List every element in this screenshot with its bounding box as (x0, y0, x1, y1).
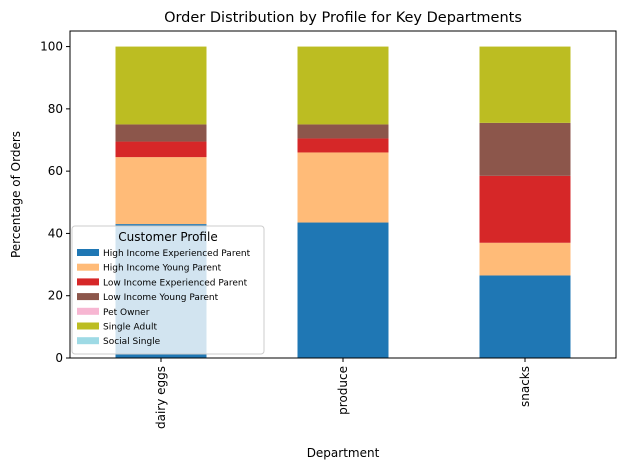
chart-title: Order Distribution by Profile for Key De… (164, 10, 522, 26)
bars-layer (115, 46, 571, 358)
bar-segment (479, 122, 571, 176)
x-axis-label: Department (307, 446, 380, 460)
bar-segment (479, 175, 571, 243)
bar-segment (297, 124, 389, 139)
x-axis: dairy eggs produce snacks (154, 358, 532, 429)
legend-title: Customer Profile (118, 230, 217, 244)
x-tick-label: dairy eggs (154, 366, 168, 429)
bar-segment (115, 46, 207, 125)
y-tick-label: 20 (48, 289, 63, 303)
x-tick-label: produce (336, 366, 350, 415)
y-axis-label: Percentage of Orders (9, 131, 23, 258)
legend-box (71, 225, 265, 355)
legend-entry: Social Single (103, 337, 161, 347)
legend-entry: Single Adult (103, 323, 157, 333)
legend-entry: Low Income Young Parent (103, 293, 219, 303)
y-tick-label: 0 (55, 351, 63, 365)
y-tick-label: 100 (40, 40, 63, 54)
bar-segment (297, 152, 389, 223)
bar-segment (479, 275, 571, 358)
bar-segment (115, 124, 207, 142)
bar-segment (297, 138, 389, 153)
legend-swatch (77, 307, 99, 315)
legend-swatch (77, 293, 99, 301)
legend-entry: High Income Experienced Parent (103, 249, 251, 259)
y-axis: 0 20 40 60 80 100 (40, 40, 70, 365)
bar-segment (297, 222, 389, 358)
legend: Customer Profile High Income Experienced … (71, 225, 265, 355)
x-tick-label: snacks (518, 366, 532, 407)
legend-swatch (77, 278, 99, 286)
bar-segment (479, 242, 571, 276)
legend-entry: Low Income Experienced Parent (103, 278, 248, 288)
bar-segment (115, 141, 207, 158)
y-tick-label: 40 (48, 226, 63, 240)
bar-segment (297, 46, 389, 125)
legend-swatch (77, 249, 99, 256)
legend-swatch (77, 337, 99, 345)
legend-entry: High Income Young Parent (103, 264, 222, 274)
legend-swatch (77, 322, 99, 330)
legend-swatch (77, 263, 99, 271)
y-tick-label: 80 (48, 102, 63, 116)
bar-segment (479, 46, 571, 123)
bar-segment (115, 157, 207, 225)
y-tick-label: 60 (48, 164, 63, 178)
legend-entry: Pet Owner (103, 308, 150, 318)
